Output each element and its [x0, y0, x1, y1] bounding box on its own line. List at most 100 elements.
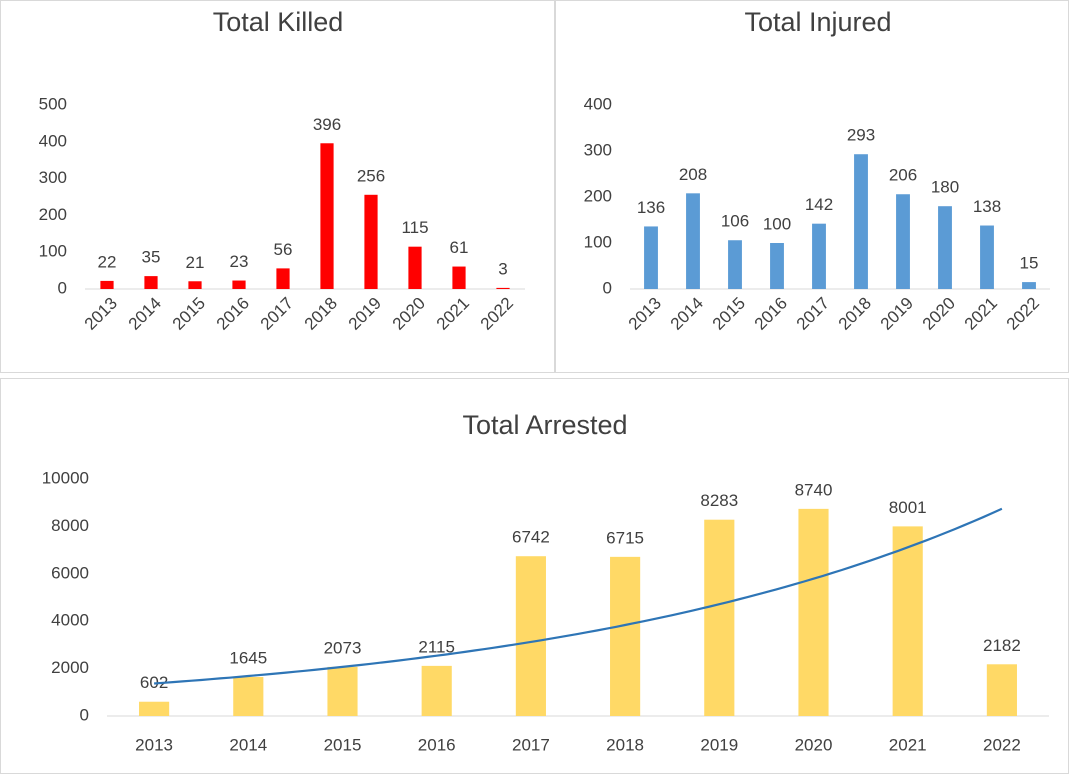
trendline — [154, 507, 1003, 685]
x-tick-label: 2017 — [257, 294, 297, 334]
data-label: 56 — [274, 240, 293, 259]
x-tick-label: 2017 — [512, 735, 550, 754]
bar — [144, 276, 158, 289]
bar — [980, 225, 994, 289]
data-label: 61 — [450, 238, 469, 257]
x-tick-label: 2013 — [625, 294, 665, 334]
data-label: 8740 — [795, 480, 833, 499]
bar — [139, 701, 170, 716]
bar — [320, 143, 334, 289]
bar — [644, 226, 658, 289]
data-label: 6742 — [512, 528, 550, 547]
y-tick-label: 8000 — [51, 516, 89, 535]
bar — [188, 281, 202, 289]
data-label: 136 — [637, 198, 665, 217]
y-tick-label: 400 — [584, 94, 612, 113]
bar — [892, 526, 923, 716]
data-label: 396 — [313, 115, 341, 134]
bar — [327, 666, 358, 716]
x-tick-label: 2015 — [709, 294, 749, 334]
data-label: 2115 — [418, 637, 455, 656]
chart-title: Total Injured — [744, 7, 891, 37]
bar — [1022, 282, 1036, 289]
bar — [770, 243, 784, 289]
data-label: 115 — [401, 218, 428, 237]
x-tick-label: 2021 — [961, 294, 1001, 334]
x-tick-label: 2016 — [751, 294, 791, 334]
bar — [515, 556, 546, 716]
data-label: 106 — [721, 212, 749, 231]
x-tick-label: 2020 — [389, 294, 429, 334]
x-tick-label: 2014 — [125, 294, 165, 334]
bar — [408, 246, 422, 289]
x-tick-label: 2016 — [418, 735, 456, 754]
x-tick-label: 2019 — [700, 735, 738, 754]
bar — [986, 664, 1017, 716]
bar — [364, 194, 378, 289]
bar — [812, 223, 826, 289]
y-tick-label: 100 — [39, 242, 67, 261]
data-label: 100 — [763, 214, 791, 233]
y-tick-label: 10000 — [42, 468, 89, 487]
panel-border — [0, 0, 555, 373]
bar — [704, 519, 735, 716]
bar — [854, 154, 868, 289]
bar — [496, 287, 510, 289]
bar — [452, 266, 466, 289]
y-tick-label: 400 — [39, 131, 67, 150]
data-label: 3 — [498, 259, 507, 278]
data-label: 256 — [357, 166, 385, 185]
bar — [610, 556, 641, 716]
x-tick-label: 2013 — [81, 294, 121, 334]
x-tick-label: 2018 — [606, 735, 644, 754]
x-tick-label: 2022 — [983, 735, 1021, 754]
bar — [421, 665, 452, 716]
y-tick-label: 6000 — [51, 563, 89, 582]
data-label: 208 — [679, 165, 707, 184]
bar — [798, 508, 829, 716]
x-tick-label: 2020 — [919, 294, 959, 334]
bar — [938, 206, 952, 289]
data-label: 6715 — [606, 528, 644, 547]
x-tick-label: 2019 — [345, 294, 385, 334]
y-tick-label: 300 — [39, 168, 67, 187]
data-label: 15 — [1020, 254, 1039, 273]
x-tick-label: 2015 — [324, 735, 362, 754]
x-tick-label: 2019 — [877, 294, 917, 334]
data-label: 1645 — [229, 648, 267, 667]
x-tick-label: 2013 — [135, 735, 173, 754]
chart-title: Total Arrested — [462, 410, 627, 440]
bar — [100, 280, 114, 289]
x-tick-label: 2018 — [835, 294, 875, 334]
bar — [232, 280, 246, 289]
bar — [686, 193, 700, 289]
panel-border — [555, 0, 1069, 373]
data-label: 8001 — [889, 498, 927, 517]
x-tick-label: 2018 — [301, 294, 341, 334]
x-tick-label: 2022 — [477, 294, 517, 334]
x-tick-label: 2014 — [229, 735, 267, 754]
data-label: 142 — [805, 195, 833, 214]
data-label: 293 — [847, 126, 875, 145]
data-label: 138 — [973, 197, 1001, 216]
x-tick-label: 2014 — [667, 294, 707, 334]
data-label: 21 — [186, 253, 205, 272]
data-label: 22 — [98, 252, 117, 271]
x-tick-label: 2015 — [169, 294, 209, 334]
y-tick-label: 100 — [584, 232, 612, 251]
y-tick-label: 300 — [584, 140, 612, 159]
y-tick-label: 200 — [584, 186, 612, 205]
chart-title: Total Killed — [213, 7, 344, 37]
x-tick-label: 2021 — [889, 735, 927, 754]
data-label: 8283 — [700, 491, 738, 510]
data-label: 2073 — [324, 638, 362, 657]
data-label: 206 — [889, 166, 917, 185]
y-tick-label: 2000 — [51, 658, 89, 677]
data-label: 2182 — [983, 636, 1021, 655]
data-label: 180 — [931, 178, 959, 197]
bar — [276, 268, 290, 289]
data-label: 23 — [230, 252, 249, 271]
bar — [728, 240, 742, 289]
y-tick-label: 0 — [603, 278, 612, 297]
